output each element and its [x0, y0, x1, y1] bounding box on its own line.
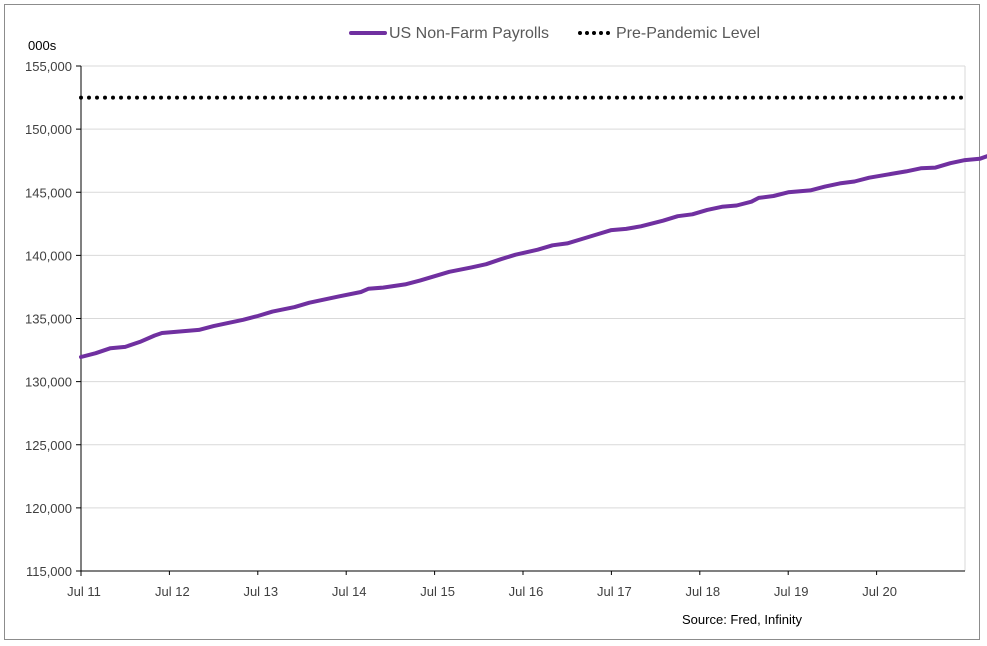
y-tick-label: 125,000 — [25, 438, 72, 453]
x-tick-label: Jul 11 — [67, 584, 101, 599]
us-non-farm-payrolls-line — [79, 154, 987, 359]
x-tick-label: Jul 12 — [155, 584, 190, 599]
x-tick-label: Jul 18 — [685, 584, 720, 599]
x-tick-label: Jul 14 — [332, 584, 367, 599]
legend-label-payrolls: US Non-Farm Payrolls — [389, 25, 549, 42]
x-axis-ticks: Jul 11 Jul 12 Jul 13 Jul 14 Jul 15 Jul 16 Jul … — [67, 571, 897, 599]
y-tick-label: 140,000 — [25, 248, 72, 263]
x-tick-label: Jul 16 — [509, 584, 544, 599]
y-tick-label: 150,000 — [25, 122, 72, 137]
x-tick-label: Jul 19 — [774, 584, 809, 599]
legend: US Non-Farm Payrolls Pre-Pandemic Level — [349, 25, 760, 42]
legend-label-pre-pandemic: Pre-Pandemic Level — [616, 25, 760, 42]
source-note: Source: Fred, Infinity — [682, 612, 802, 627]
x-tick-label: Jul 15 — [420, 584, 455, 599]
y-tick-label: 135,000 — [25, 312, 72, 327]
gridlines — [81, 65, 966, 571]
y-tick-label: 115,000 — [26, 564, 72, 579]
y-axis-unit-label: 000s — [28, 38, 57, 53]
x-tick-label: Jul 20 — [862, 584, 897, 599]
chart-frame — [4, 4, 980, 640]
x-tick-label: Jul 13 — [243, 584, 278, 599]
y-tick-label: 120,000 — [25, 501, 72, 516]
y-axis-ticks: 115,000 120,000 125,000 130,000 135,000 140,0… — [25, 59, 81, 579]
y-tick-label: 130,000 — [25, 375, 72, 390]
y-tick-label: 145,000 — [25, 185, 72, 200]
x-tick-label: Jul 17 — [597, 584, 632, 599]
y-tick-label: 155,000 — [25, 59, 72, 74]
